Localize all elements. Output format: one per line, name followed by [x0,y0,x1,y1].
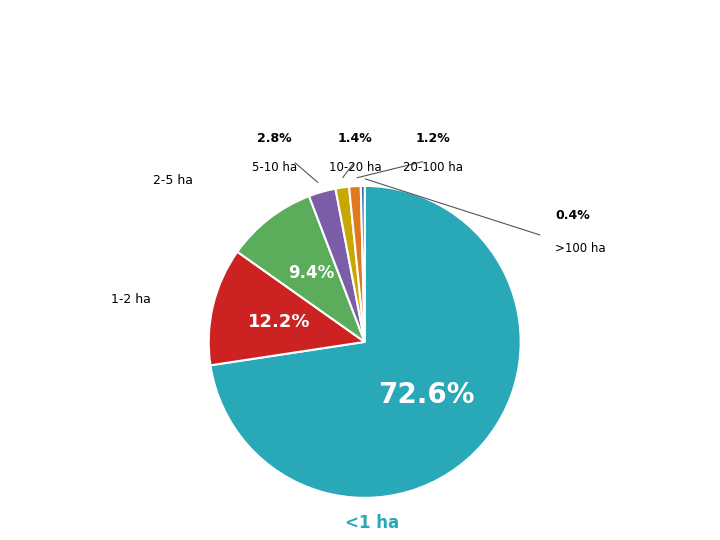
Text: 1-2 ha: 1-2 ha [111,293,150,306]
Text: <1 ha: <1 ha [346,514,400,532]
Text: – 81 pays / 84%  de la population: – 81 pays / 84% de la population [11,83,423,103]
Text: Répartition des tailles dexploitation agricoles: Répartition des tailles dexploitation ag… [11,25,586,46]
Wedge shape [309,188,365,342]
Text: 5-10 ha: 5-10 ha [251,161,297,174]
Wedge shape [336,187,365,342]
Wedge shape [210,186,521,498]
Text: 12.2%: 12.2% [248,313,311,331]
Text: 2.8%: 2.8% [257,132,292,145]
Text: 72.6%: 72.6% [378,381,474,409]
Wedge shape [209,252,365,366]
Wedge shape [361,186,365,342]
Wedge shape [238,196,365,342]
Text: 1.4%: 1.4% [338,132,373,145]
Text: 10-20 ha: 10-20 ha [329,161,382,174]
Text: 9.4%: 9.4% [288,264,334,282]
Text: 0.4%: 0.4% [555,209,590,222]
Text: 1.2%: 1.2% [416,132,451,145]
Text: 20-100 ha: 20-100 ha [403,161,464,174]
Wedge shape [349,186,365,342]
Text: 2-5 ha: 2-5 ha [153,174,193,187]
Text: >100 ha: >100 ha [555,242,606,255]
